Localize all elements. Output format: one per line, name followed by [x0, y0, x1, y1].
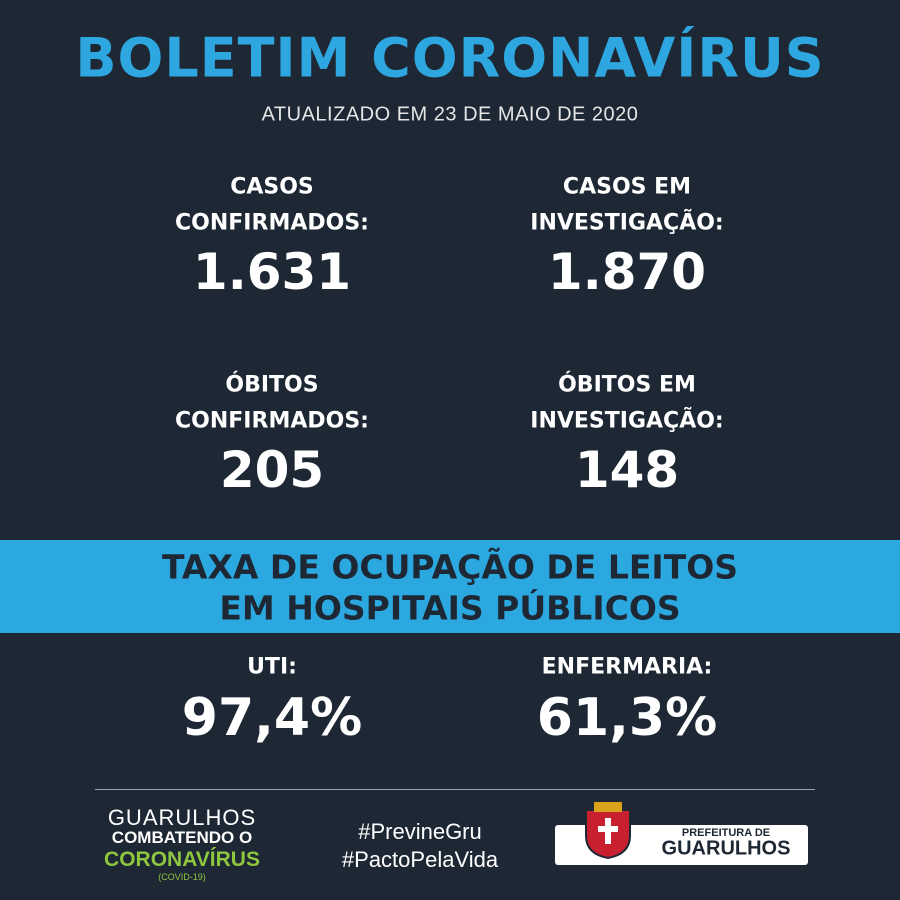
subtitle: ATUALIZADO EM 23 DE MAIO DE 2020 — [261, 103, 639, 126]
occupancy-value: 97,4% — [181, 688, 363, 748]
crest — [585, 802, 631, 860]
occupancy-label: UTI: — [247, 654, 297, 680]
banner-text: EM HOSPITAIS PÚBLICOS — [219, 588, 681, 628]
divider — [95, 789, 815, 790]
stat-value: 1.631 — [192, 243, 352, 301]
stat-label: CASOS EM — [562, 174, 692, 200]
campaign-text: GUARULHOS — [107, 805, 257, 830]
hashtag: #PactoPelaVida — [341, 847, 499, 872]
hashtag: #PrevineGru — [358, 819, 482, 844]
occupancy-value: 61,3% — [536, 688, 718, 748]
stat-label: CONFIRMADOS: — [175, 210, 369, 236]
stat-value: 1.870 — [547, 243, 707, 301]
stat-label: INVESTIGAÇÃO: — [530, 210, 724, 236]
campaign-text: COMBATENDO O — [111, 828, 253, 847]
stat-label: INVESTIGAÇÃO: — [530, 408, 724, 434]
stat-label: CONFIRMADOS: — [175, 408, 369, 434]
title: BOLETIM CORONAVÍRUS — [75, 26, 825, 90]
stat-value: 148 — [574, 441, 680, 499]
banner — [0, 540, 900, 633]
campaign-text: (COVID-19) — [158, 872, 206, 882]
stat-label: ÓBITOS — [225, 372, 319, 398]
banner-text: TAXA DE OCUPAÇÃO DE LEITOS — [161, 547, 739, 587]
stat-label: ÓBITOS EM — [558, 372, 696, 398]
logo-text: PREFEITURA DE — [681, 827, 771, 839]
occupancy-label: ENFERMARIA: — [541, 654, 713, 680]
logo-text: GUARULHOS — [661, 837, 791, 860]
stat-label: CASOS — [230, 174, 314, 200]
stat-value: 205 — [219, 441, 325, 499]
campaign-text: CORONAVÍRUS — [104, 848, 260, 871]
